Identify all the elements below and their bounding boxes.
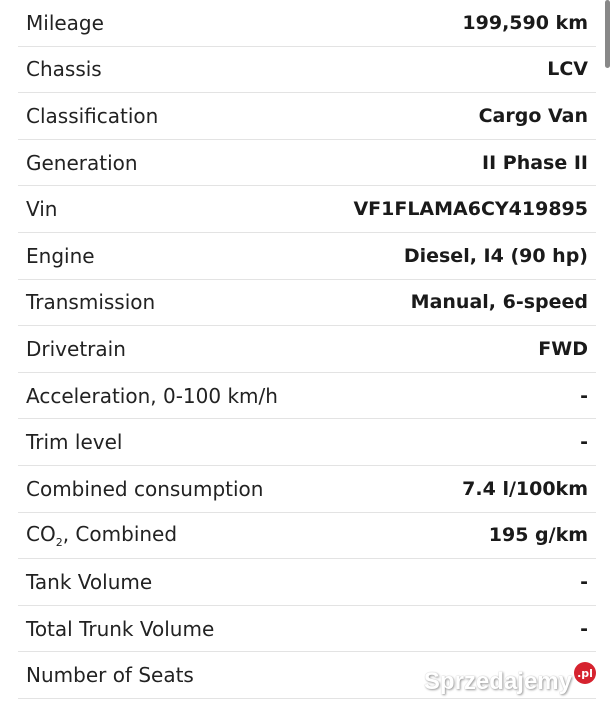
spec-row: Number of Seats [18, 652, 596, 699]
spec-row: Acceleration, 0-100 km/h - [18, 373, 596, 420]
spec-row: Total Trunk Volume - [18, 606, 596, 653]
spec-value: 199,590 km [462, 11, 588, 34]
spec-row: Vin VF1FLAMA6CY419895 [18, 186, 596, 233]
spec-value: FWD [538, 337, 588, 360]
spec-label: Total Trunk Volume [26, 616, 215, 641]
spec-value: 195 g/km [488, 524, 588, 547]
spec-row: Engine Diesel, I4 (90 hp) [18, 233, 596, 280]
spec-value: - [580, 384, 588, 407]
spec-label: Transmission [26, 290, 156, 315]
spec-label: Combined consumption [26, 476, 264, 501]
spec-row: Transmission Manual, 6-speed [18, 280, 596, 327]
spec-label: Classification [26, 103, 159, 128]
spec-row: Combined consumption 7.4 l/100km [18, 466, 596, 513]
spec-row: Tank Volume - [18, 559, 596, 606]
spec-row: Chassis LCV [18, 47, 596, 94]
spec-value: 7.4 l/100km [462, 477, 588, 500]
spec-label: Number of Seats [26, 663, 194, 688]
spec-row: Mileage 199,590 km [18, 0, 596, 47]
spec-row: Classification Cargo Van [18, 93, 596, 140]
spec-value: Diesel, I4 (90 hp) [403, 244, 588, 267]
spec-value: VF1FLAMA6CY419895 [353, 198, 588, 221]
spec-value: - [580, 617, 588, 640]
spec-row: Trim level - [18, 419, 596, 466]
spec-row: CO2, Combined 195 g/km [18, 513, 596, 560]
spec-label: Vin [26, 197, 58, 222]
watermark: Sprzedajemy .pl [424, 662, 596, 696]
spec-label: Trim level [26, 430, 123, 455]
watermark-logo: Sprzedajemy [423, 668, 572, 695]
spec-row: Drivetrain FWD [18, 326, 596, 373]
spec-value: II Phase II [482, 151, 588, 174]
spec-value: Manual, 6-speed [410, 291, 588, 314]
spec-label: Generation [26, 150, 138, 175]
spec-label: Drivetrain [26, 336, 126, 361]
watermark-badge: .pl [574, 662, 596, 684]
spec-row: Generation II Phase II [18, 140, 596, 187]
spec-value: Cargo Van [478, 104, 588, 127]
spec-label: Chassis [26, 57, 102, 82]
spec-label: Mileage [26, 10, 104, 35]
spec-value: LCV [547, 58, 588, 81]
scrollbar[interactable] [605, 0, 610, 68]
spec-label: CO2, Combined [26, 521, 178, 549]
spec-value: - [580, 431, 588, 454]
spec-label: Engine [26, 243, 95, 268]
spec-label: Tank Volume [26, 569, 153, 594]
spec-value: - [580, 570, 588, 593]
specs-table: Mileage 199,590 km Chassis LCV Classificatio… [18, 0, 596, 699]
spec-label: Acceleration, 0-100 km/h [26, 383, 278, 408]
